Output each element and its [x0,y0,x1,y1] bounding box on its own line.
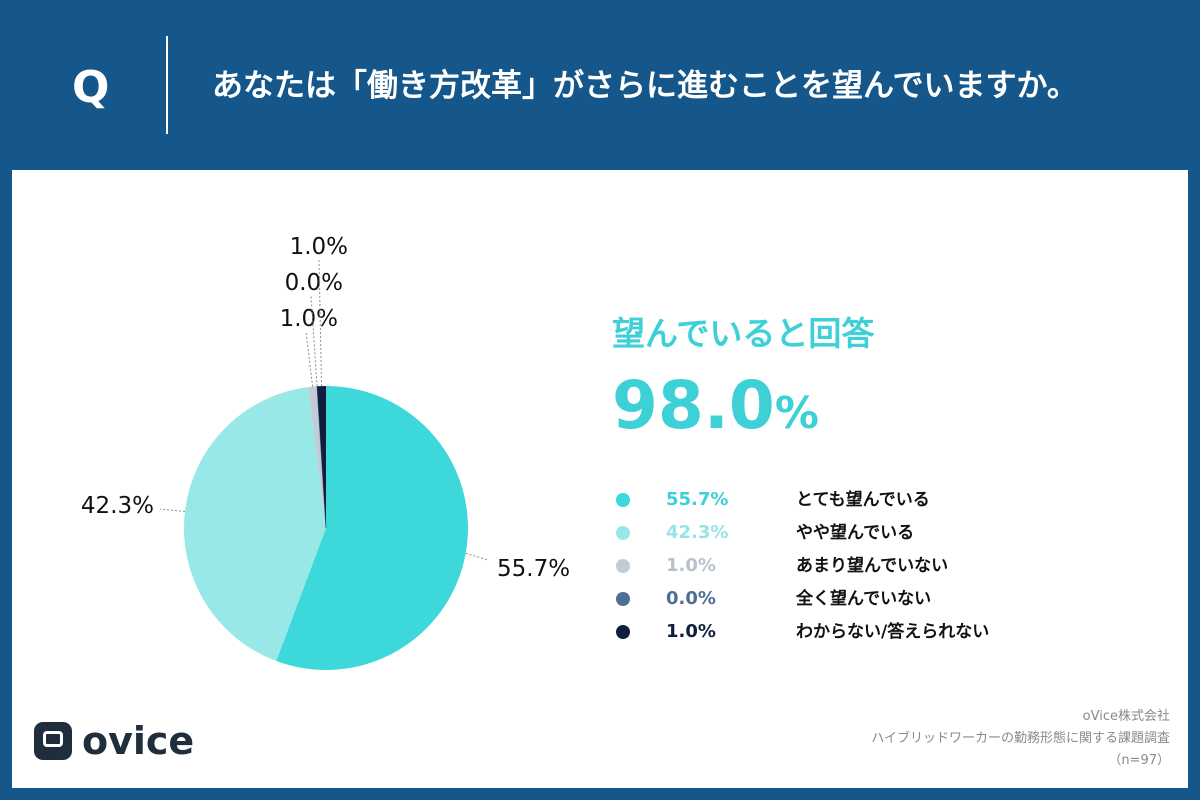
pie-slice-not-much [308,386,326,528]
legend: 55.7% とても望んでいる 42.3% やや望んでいる 1.0% あまり望んで… [612,484,1052,649]
pie-leader-line [310,295,318,387]
question-marker: Q [72,62,110,113]
summary-value: 98.0% [612,366,819,454]
legend-label: わからない/答えられない [796,622,990,642]
header-banner: Q あなたは「働き方改革」がさらに進むことを望んでいますか。 [0,0,1200,168]
header-divider [166,36,168,134]
pie-leader-line [465,552,489,561]
logo-text: ovice [82,719,195,763]
legend-item: 55.7% とても望んでいる [612,484,1052,517]
legend-item: 1.0% わからない/答えられない [612,616,1052,649]
source-survey: ハイブリッドワーカーの勤務形態に関する課題調査 [871,731,1170,746]
legend-swatch [616,592,630,606]
pie-data-label: 0.0% [285,270,343,296]
question-title: あなたは「働き方改革」がさらに進むことを望んでいますか。 [212,68,1078,104]
pie-data-label: 55.7% [497,556,570,582]
pie-data-label: 1.0% [280,306,338,332]
legend-swatch [616,625,630,639]
source-note: oVice株式会社 ハイブリッドワーカーの勤務形態に関する課題調査 （n=97） [871,706,1170,772]
source-company: oVice株式会社 [1082,709,1170,724]
legend-item: 1.0% あまり望んでいない [612,550,1052,583]
legend-label: あまり望んでいない [796,556,949,576]
pie-data-label: 42.3% [81,493,154,519]
pie-data-label: 1.0% [290,234,348,260]
pie-slice-unknown [317,386,326,528]
legend-value: 55.7% [666,489,729,510]
pie-leader-line [318,259,323,387]
legend-value: 1.0% [666,621,716,642]
ovice-logo-icon [34,722,72,760]
legend-label: やや望んでいる [796,523,915,543]
legend-label: 全く望んでいない [796,589,932,609]
legend-item: 42.3% やや望んでいる [612,517,1052,550]
pie-leader-line [159,508,186,513]
legend-swatch [616,559,630,573]
legend-swatch [616,493,630,507]
legend-value: 1.0% [666,555,716,576]
source-sample: （n=97） [1108,753,1170,768]
legend-label: とても望んでいる [796,490,930,510]
pie-slice-very-much [276,386,468,670]
legend-value: 42.3% [666,522,729,543]
legend-item: 0.0% 全く望んでいない [612,583,1052,616]
legend-swatch [616,526,630,540]
summary-title: 望んでいると回答 [612,314,875,353]
pie-leader-line [305,331,314,387]
summary-number: 98.0 [612,367,775,444]
legend-value: 0.0% [666,588,716,609]
summary-unit: % [774,388,819,439]
pie-slice-somewhat [183,387,326,661]
